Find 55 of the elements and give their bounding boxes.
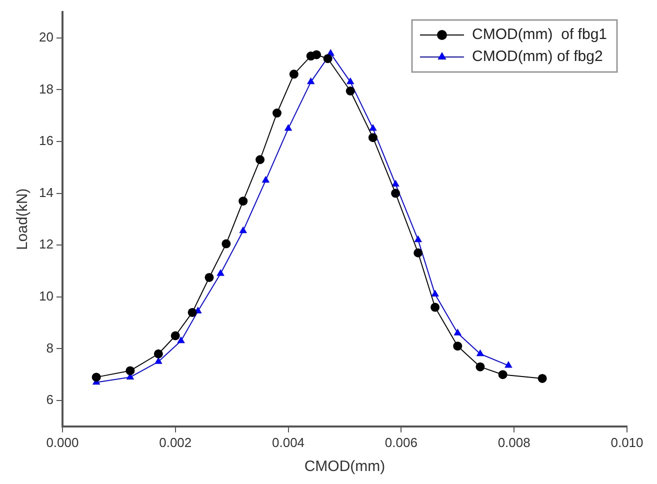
legend-label: CMOD(mm) of fbg1 — [472, 26, 607, 44]
legend-label: CMOD(mm) of fbg2 — [472, 48, 603, 66]
point — [239, 226, 248, 234]
x-tick-label: 0.008 — [498, 434, 530, 450]
point — [272, 108, 282, 118]
point — [177, 336, 185, 344]
y-tick-label: 6 — [46, 392, 54, 408]
point — [188, 308, 197, 317]
point — [126, 366, 135, 376]
point — [92, 372, 101, 382]
point — [498, 370, 508, 380]
point — [430, 302, 440, 312]
point — [414, 248, 423, 258]
point — [154, 349, 163, 358]
y-tick-label: 10 — [38, 288, 54, 304]
point — [476, 349, 484, 356]
point — [238, 196, 248, 206]
y-tick-label: 8 — [46, 340, 54, 356]
x-tick-label: 0.006 — [384, 434, 418, 450]
point — [476, 362, 485, 372]
x-tick-label: 0.010 — [610, 434, 644, 450]
point — [256, 155, 265, 164]
y-tick-label: 12 — [38, 236, 54, 252]
x-axis-title: CMOD(mm) — [304, 458, 386, 476]
point — [154, 357, 162, 364]
point — [414, 235, 422, 242]
point — [368, 133, 378, 142]
y-tick-label: 20 — [38, 29, 54, 44]
y-tick-label: 18 — [38, 81, 54, 96]
x-tick-label: 0.000 — [46, 434, 79, 450]
point — [204, 272, 214, 282]
point — [284, 124, 292, 131]
point — [289, 70, 298, 79]
point — [346, 77, 354, 84]
x-tick-label: 0.004 — [272, 434, 305, 450]
point — [453, 342, 462, 351]
y-axis-title: Load(kN) — [14, 188, 32, 250]
x-tick-label: 0.002 — [159, 434, 192, 450]
point — [392, 180, 400, 186]
point — [170, 331, 180, 340]
point — [346, 86, 355, 96]
y-tick-label: 14 — [38, 184, 54, 200]
point — [538, 374, 547, 383]
point — [262, 176, 270, 183]
point — [454, 328, 462, 336]
point — [306, 77, 315, 84]
point — [323, 54, 332, 64]
point — [216, 269, 224, 276]
y-tick-label: 16 — [38, 133, 54, 148]
point — [391, 188, 400, 198]
point — [369, 124, 377, 131]
point — [222, 239, 231, 248]
point — [312, 50, 322, 60]
point — [431, 290, 439, 297]
point — [504, 361, 512, 368]
